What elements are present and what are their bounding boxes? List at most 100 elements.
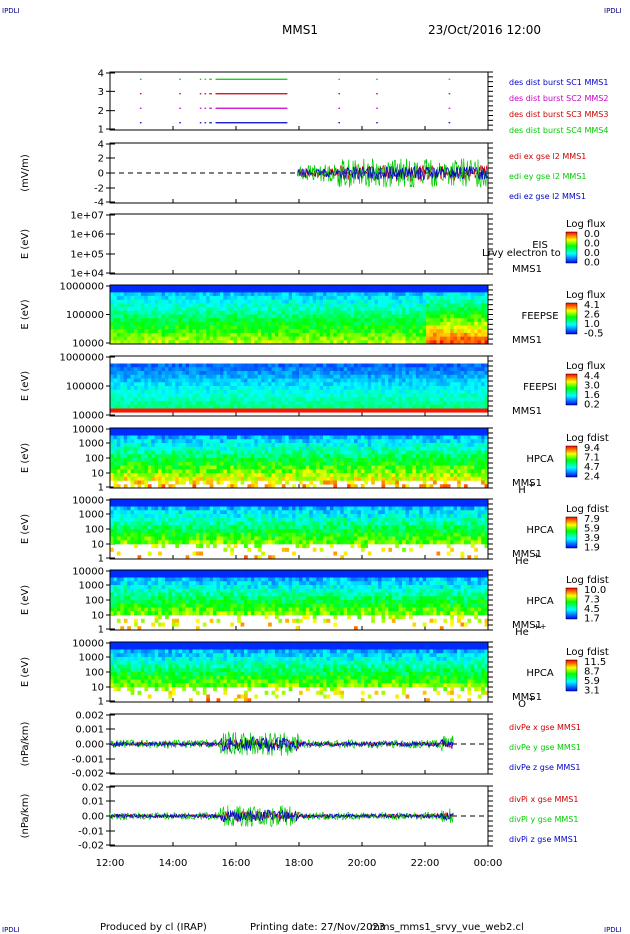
- heatmap-cell: [144, 454, 149, 459]
- heatmap-cell: [278, 363, 283, 368]
- heatmap-cell: [319, 469, 324, 474]
- heatmap-cell: [463, 404, 468, 409]
- heatmap-cell: [113, 382, 118, 387]
- heatmap-cell: [110, 431, 114, 436]
- heatmap-cell: [271, 374, 276, 379]
- heatmap-cell: [281, 371, 286, 376]
- heatmap-cell: [113, 336, 118, 341]
- heatmap-cell: [110, 371, 114, 376]
- heatmap-cell: [130, 443, 135, 448]
- heatmap-cell: [140, 303, 145, 308]
- heatmap-cell: [182, 393, 186, 398]
- heatmap-cell: [378, 408, 382, 413]
- heatmap-cell: [436, 332, 441, 337]
- heatmap-cell: [151, 450, 155, 455]
- heatmap-cell: [288, 367, 293, 372]
- heatmap-cell: [261, 378, 265, 383]
- heatmap-cell: [312, 397, 317, 402]
- heatmap-cell: [168, 318, 173, 323]
- heatmap-cell: [357, 386, 362, 391]
- heatmap-cell: [213, 314, 217, 319]
- heatmap-cell: [264, 393, 269, 398]
- heatmap-cell: [367, 310, 372, 315]
- panel-frame-top: [109, 284, 489, 345]
- heatmap-cell: [312, 458, 317, 463]
- heatmap-cell: [168, 469, 173, 474]
- heatmap-cell: [254, 480, 259, 485]
- heatmap-cell: [281, 374, 286, 379]
- heatmap-cell: [223, 374, 228, 379]
- heatmap-cell: [261, 303, 265, 308]
- heatmap-cell: [395, 461, 399, 466]
- heatmap-cell: [247, 329, 252, 334]
- heatmap-cell: [309, 303, 314, 308]
- heatmap-cell: [457, 336, 461, 341]
- heatmap-cell: [326, 329, 331, 334]
- heatmap-cell: [295, 285, 300, 289]
- heatmap-cell: [250, 303, 255, 308]
- heatmap-cell: [110, 307, 114, 312]
- heatmap-cell: [329, 435, 334, 440]
- heatmap-cell: [168, 371, 173, 376]
- heatmap-cell: [213, 321, 217, 326]
- heatmap-cell: [312, 303, 317, 308]
- heatmap-cell: [158, 469, 162, 474]
- heatmap-cell: [333, 374, 338, 379]
- heatmap-cell: [422, 303, 427, 308]
- heatmap-cell: [110, 404, 114, 409]
- heatmap-cell: [450, 374, 454, 379]
- heatmap-cell: [171, 336, 176, 341]
- heatmap-cell: [336, 285, 341, 289]
- heatmap-cell: [281, 446, 286, 451]
- heatmap-cell: [113, 340, 118, 345]
- heatmap-cell: [164, 443, 169, 448]
- heatmap-cell: [426, 310, 430, 315]
- heatmap-cell: [274, 329, 279, 334]
- heatmap-cell: [412, 404, 417, 409]
- heatmap-cell: [178, 408, 183, 413]
- heatmap-cell: [254, 307, 259, 312]
- heatmap-cell: [254, 404, 259, 409]
- y-tick-label: 1e+04: [70, 269, 104, 280]
- heatmap-cell: [378, 310, 382, 315]
- heatmap-cell: [254, 461, 259, 466]
- heatmap-cell: [268, 446, 272, 451]
- heatmap-cell: [460, 325, 465, 330]
- colorbar-tick-label: 0.0: [584, 248, 600, 259]
- corner-label-bottom-left: IPDLI: [2, 926, 20, 934]
- heatmap-cell: [463, 288, 468, 293]
- heatmap-cell: [350, 382, 355, 387]
- heatmap-cell: [429, 371, 434, 376]
- heatmap-cell: [360, 439, 365, 444]
- heatmap-cell: [250, 378, 255, 383]
- heatmap-cell: [278, 446, 283, 451]
- heatmap-cell: [226, 336, 231, 341]
- heatmap-cell: [244, 469, 248, 474]
- heatmap-cell: [364, 446, 369, 451]
- heatmap-cell: [244, 321, 248, 326]
- heatmap-cell: [230, 443, 235, 448]
- heatmap-cell: [457, 288, 461, 293]
- heatmap-cell: [247, 310, 252, 315]
- heatmap-cell: [323, 292, 327, 297]
- heatmap-cell: [213, 393, 217, 398]
- heatmap-cell: [353, 431, 358, 436]
- heatmap-cell: [408, 285, 413, 289]
- heatmap-cell: [271, 473, 276, 478]
- heatmap-cell: [381, 318, 386, 323]
- heatmap-cell: [353, 454, 358, 459]
- heatmap-cell: [402, 303, 406, 308]
- heatmap-cell: [364, 321, 369, 326]
- heatmap-cell: [182, 454, 186, 459]
- heatmap-cell: [144, 450, 149, 455]
- heatmap-cell: [134, 386, 138, 391]
- heatmap-cell: [302, 292, 307, 297]
- heatmap-cell: [261, 292, 265, 297]
- heatmap-cell: [299, 378, 303, 383]
- heatmap-cell: [134, 465, 138, 470]
- heatmap-cell: [161, 336, 166, 341]
- heatmap-cell: [281, 329, 286, 334]
- heatmap-cell: [268, 476, 272, 481]
- heatmap-cell: [257, 371, 262, 376]
- heatmap-cell: [120, 435, 125, 440]
